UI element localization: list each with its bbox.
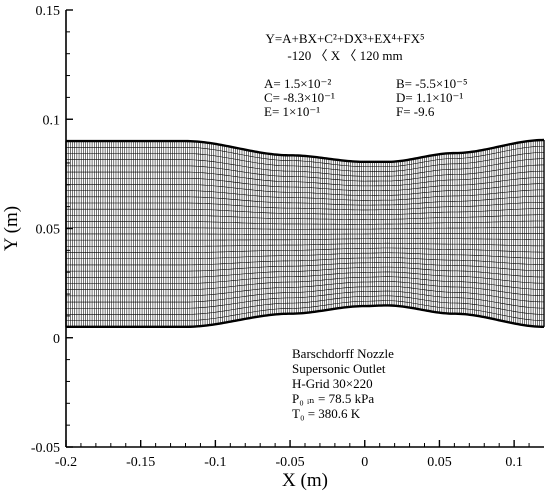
grid-note-line: Barschdorff Nozzle	[292, 346, 394, 361]
x-tick-label: -0.2	[55, 455, 77, 470]
grid-note-line: Supersonic Outlet	[292, 361, 386, 376]
coefficient-label: D= 1.1×10⁻¹	[396, 90, 463, 105]
coefficient-label: B= -5.5×10⁻⁵	[396, 76, 468, 91]
coefficient-label: C= -8.3×10⁻¹	[264, 90, 335, 105]
equation-line-2: -120 〈 X 〈 120 mm	[287, 48, 402, 63]
y-tick-label: 0.05	[36, 223, 61, 238]
x-tick-label: -0.1	[204, 455, 226, 470]
grid-note-line: P₀ ᵢₙ = 78.5 kPa	[292, 391, 374, 406]
grid-note-line: T₀ = 380.6 K	[292, 406, 361, 421]
x-tick-label: -0.05	[275, 455, 304, 470]
coefficient-label: A= 1.5×10⁻²	[264, 76, 331, 91]
axes: -0.05 0 0.05 0.1 0.15 -0.2 -0.15 -0.1 -0.05 0 0.05…	[1, 4, 544, 491]
x-tick-label: 0	[361, 455, 368, 470]
x-tick-label: 0.1	[505, 455, 523, 470]
nozzle-mesh	[65, 140, 545, 327]
y-tick-label: -0.05	[31, 441, 60, 456]
lower-wall	[66, 304, 545, 329]
equation-line-1: Y=A+BX+C²+DX³+EX⁴+FX⁵	[265, 31, 424, 46]
y-tick-label: 0	[53, 332, 60, 347]
y-tick-label: 0.15	[36, 4, 61, 19]
coefficient-label: F= -9.6	[396, 104, 435, 119]
upper-wall	[66, 138, 545, 164]
x-tick-label: 0.05	[427, 455, 452, 470]
coefficient-label: E= 1×10⁻¹	[264, 104, 320, 119]
grid-note-line: H-Grid 30×220	[292, 376, 373, 391]
x-tick-label: -0.15	[126, 455, 155, 470]
x-axis-title: X (m)	[282, 470, 328, 491]
y-axis-title: Y (m)	[1, 206, 22, 251]
y-tick-label: 0.1	[43, 113, 61, 128]
annotations: Y=A+BX+C²+DX³+EX⁴+FX⁵ -120 〈 X 〈 120 mm A=…	[264, 31, 468, 421]
mesh-j-lines	[66, 145, 545, 321]
